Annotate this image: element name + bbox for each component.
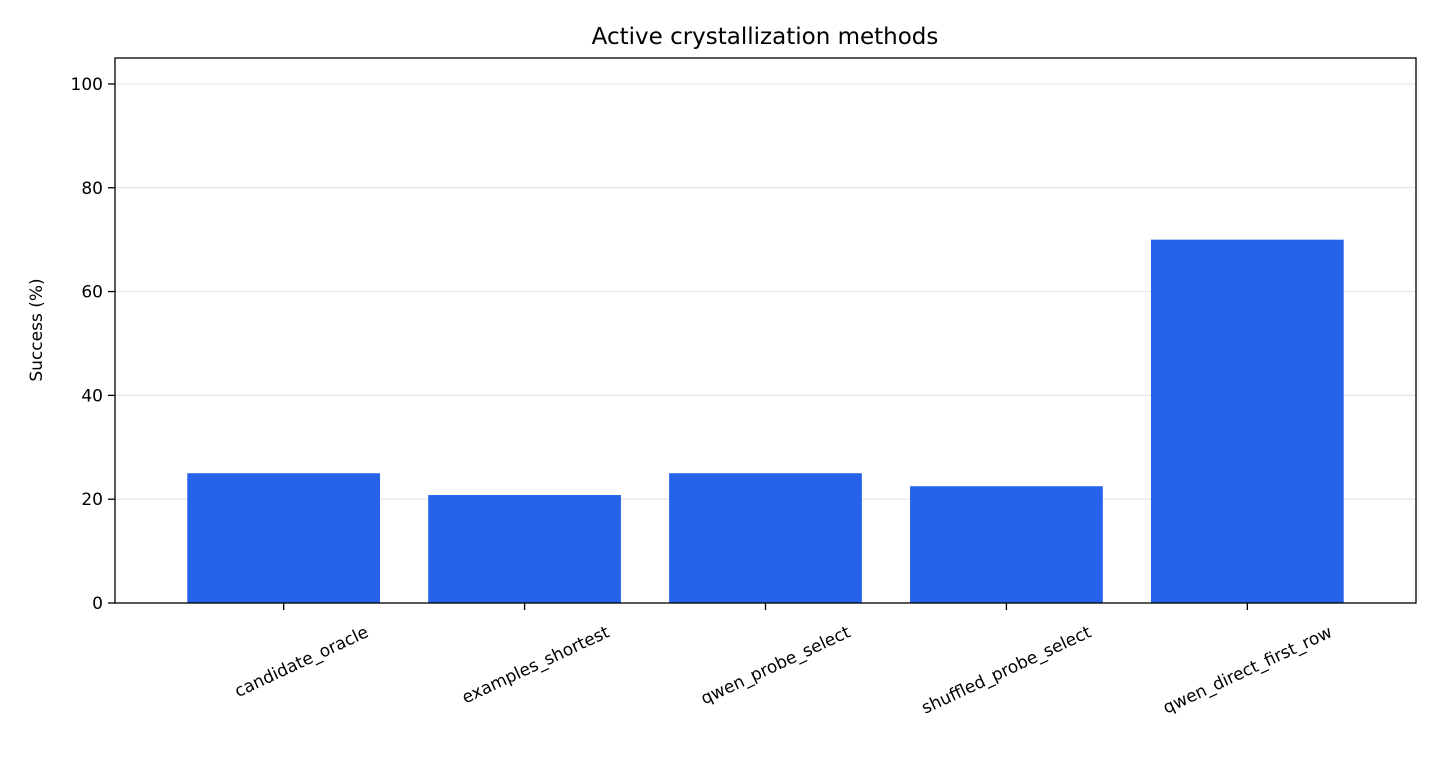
y-tick-label: 80	[81, 179, 103, 199]
bar-qwen-direct-first-row	[1150, 239, 1344, 603]
bar-shuffled-probe-select	[910, 486, 1103, 603]
y-axis: 0 20 40 60 80 100	[71, 75, 115, 614]
y-tick-label: 100	[71, 75, 103, 95]
chart-title: Active crystallization methods	[592, 24, 939, 50]
y-tick-label: 40	[81, 386, 103, 406]
y-axis-label: Success (%)	[27, 278, 47, 381]
bar-examples-shortest	[428, 495, 621, 603]
y-tick-label: 60	[81, 283, 103, 303]
bar-qwen-probe-select	[669, 473, 862, 603]
y-tick-label: 20	[81, 490, 103, 510]
bar-candidate-oracle	[187, 473, 381, 603]
bars	[187, 239, 1344, 603]
y-tick-label: 0	[92, 594, 103, 614]
